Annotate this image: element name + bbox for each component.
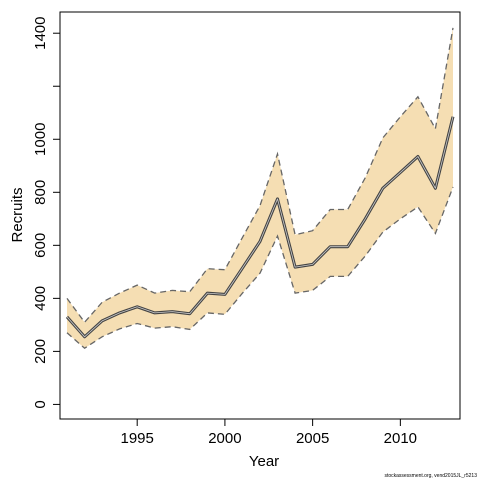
y-tick-label: 800 (32, 180, 49, 205)
x-tick-label: 2000 (208, 430, 241, 447)
y-axis: 0 200 400 600 800 1000 1400 (32, 17, 60, 409)
y-tick-label: 200 (32, 339, 49, 364)
x-tick-label: 2005 (296, 430, 329, 447)
y-tick-label: 0 (32, 400, 49, 408)
lower-bound-line (66, 186, 454, 350)
y-tick-label: 1400 (32, 17, 49, 50)
x-axis-title: Year (249, 453, 279, 470)
confidence-band (67, 27, 453, 349)
x-axis: 1995 2000 2005 2010 (121, 418, 417, 447)
y-axis-title: Recruits (9, 187, 26, 242)
x-tick-label: 1995 (121, 430, 154, 447)
estimate-line-highlight (66, 116, 454, 338)
x-tick-label: 2010 (384, 430, 417, 447)
y-tick-label: 400 (32, 286, 49, 311)
y-tick-label: 600 (32, 233, 49, 258)
footnote: stockassessment.org, vend2015JL_r5213 (384, 473, 477, 479)
y-tick-label: 1000 (32, 123, 49, 156)
